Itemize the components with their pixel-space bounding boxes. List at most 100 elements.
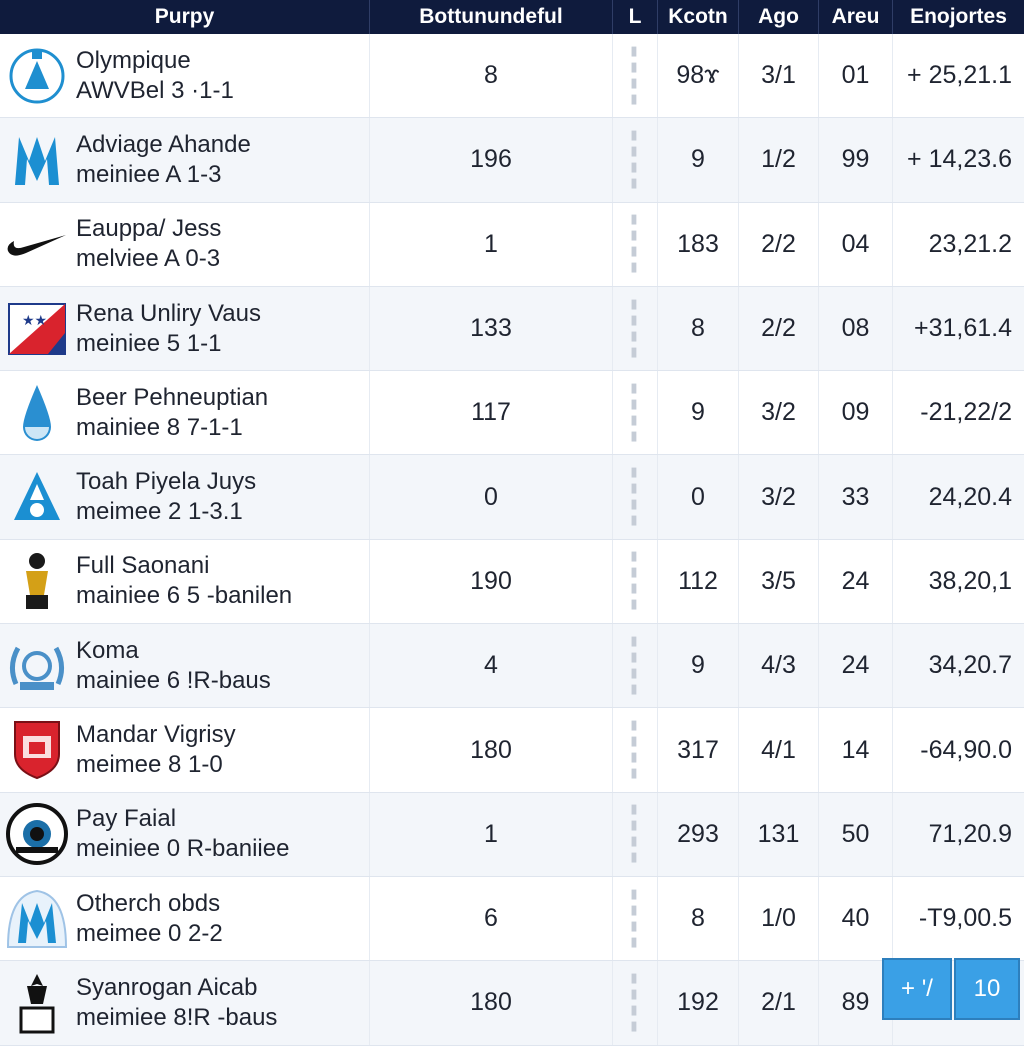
value-cell: 192 — [658, 961, 739, 1045]
team-name: Mandar Vigrisy — [76, 721, 236, 749]
column-header[interactable]: L — [613, 0, 658, 34]
column-header[interactable]: Areu — [819, 0, 893, 34]
value-cell: 2/1 — [739, 961, 819, 1045]
value-cell: 8 — [658, 286, 739, 371]
team-name: Syanrogan Aicab — [76, 973, 258, 1001]
table-row[interactable]: Adviage Ahande meiniee A 1-3 196 ▮▮▮▮ 9 … — [0, 118, 1024, 203]
team-subtitle: meimee 2 1-3.1 — [76, 498, 243, 526]
table-row[interactable]: Syanrogan Aicab meimiee 8!R -baus 180 ▮▮… — [0, 961, 1024, 1046]
decorative-cell: ▮▮▮▮ — [613, 792, 658, 876]
team-cell: Koma mainiee 6 !R-baus — [0, 624, 370, 708]
value-cell: 9 — [658, 371, 739, 455]
team-cell: Adviage Ahande meiniee A 1-3 — [0, 118, 370, 202]
value-cell: 33 — [819, 455, 893, 539]
value-cell: + 25,21.1 — [907, 61, 1012, 90]
column-header[interactable]: Ago — [739, 0, 819, 34]
trophy-badge-icon — [6, 972, 68, 1034]
value-cell: 6 — [370, 876, 613, 961]
value-cell: 3/2 — [739, 455, 819, 539]
team-cell: Toah Piyela Juys meimee 2 1-3.1 — [0, 455, 370, 539]
table-row[interactable]: Toah Piyela Juys meimee 2 1-3.1 0 ▮▮▮▮ 0… — [0, 455, 1024, 540]
column-header[interactable]: Purpy — [0, 0, 370, 34]
team-subtitle: mainiee 6 5 -banilen — [76, 582, 293, 610]
table-row[interactable]: Otherch obds meimee 0 2-2 6 ▮▮▮▮ 8 1/0 4… — [0, 876, 1024, 962]
team-subtitle: mainiee 6 !R-baus — [76, 666, 271, 694]
value-cell: +31,61.4 — [913, 314, 1012, 343]
crest-circle-blue-icon — [6, 45, 68, 107]
table-row[interactable]: ★★ Rena Unliry Vaus meiniee 5 1-1 133 ▮▮… — [0, 286, 1024, 372]
decorative-cell: ▮▮▮▮ — [613, 539, 658, 624]
value-cell: 14 — [819, 708, 893, 792]
value-cell: 34,20.7 — [928, 651, 1012, 680]
add-button[interactable]: + '/ — [882, 958, 952, 1020]
decorative-cell: ▮▮▮▮ — [613, 34, 658, 118]
value-cell: 1 — [370, 792, 613, 876]
team-name: Full Saonani — [76, 552, 210, 580]
value-cell: 9 — [658, 624, 739, 708]
swoosh-icon — [6, 213, 68, 275]
table-row[interactable]: Beer Pehneuptian mainiee 8 7-1-1 117 ▮▮▮… — [0, 371, 1024, 456]
team-cell: Olympique AWVBel 3 ·1-1 — [0, 34, 370, 118]
table-row[interactable]: Eauppa/ Jess melviee A 0-3 1 ▮▮▮▮ 183 2/… — [0, 202, 1024, 287]
laurel-crest-icon — [6, 635, 68, 697]
drop-icon — [6, 382, 68, 444]
decorative-cell: ▮▮▮▮ — [613, 286, 658, 371]
decorative-cell: ▮▮▮▮ — [613, 708, 658, 792]
value-cell: 98ɤ — [658, 34, 739, 118]
value-cell: 38,20,1 — [928, 566, 1012, 595]
team-name: Otherch obds — [76, 889, 221, 917]
decorative-cell: ▮▮▮▮ — [613, 624, 658, 708]
column-header[interactable]: Kcotn — [658, 0, 739, 34]
value-cell: -T9,00.5 — [918, 904, 1012, 933]
team-subtitle: meiniee 0 R-baniiee — [76, 835, 290, 863]
round-badge-icon — [6, 803, 68, 866]
value-cell: 8 — [658, 876, 739, 961]
team-cell: ★★ Rena Unliry Vaus meiniee 5 1-1 — [0, 286, 370, 371]
value-cell: 01 — [819, 34, 893, 118]
value-cell: 04 — [819, 202, 893, 286]
value-cell: 09 — [819, 371, 893, 455]
value-cell: 1/0 — [739, 876, 819, 961]
triangle-crest-icon — [6, 466, 68, 528]
column-header[interactable]: Bottunundeful — [370, 0, 613, 34]
decorative-cell: ▮▮▮▮ — [613, 118, 658, 202]
value-cell: 1 — [370, 202, 613, 286]
value-cell: 4/1 — [739, 708, 819, 792]
value-cell: 293 — [658, 792, 739, 876]
table-row[interactable]: Full Saonani mainiee 6 5 -banilen 190 ▮▮… — [0, 539, 1024, 625]
team-subtitle: meimee 8 1-0 — [76, 751, 223, 779]
team-subtitle: mainiee 8 7-1-1 — [76, 413, 243, 441]
team-name: Pay Faial — [76, 805, 177, 833]
team-subtitle: meimee 0 2-2 — [76, 919, 223, 947]
value-cell: 1/2 — [739, 118, 819, 202]
value-cell: 3/1 — [739, 34, 819, 118]
value-cell: 4 — [370, 624, 613, 708]
page-button[interactable]: 10 — [954, 958, 1020, 1020]
value-cell: 0 — [658, 455, 739, 539]
team-subtitle: AWVBel 3 ·1-1 — [76, 76, 234, 104]
decorative-cell: ▮▮▮▮ — [613, 455, 658, 539]
decorative-cell: ▮▮▮▮ — [613, 202, 658, 286]
table-row[interactable]: Pay Faial meiniee 0 R-baniiee 1 ▮▮▮▮ 293… — [0, 792, 1024, 877]
value-cell: 131 — [739, 792, 819, 876]
value-cell: 317 — [658, 708, 739, 792]
team-subtitle: meiniee A 1-3 — [76, 160, 222, 188]
value-cell: 180 — [370, 708, 613, 792]
value-cell: 180 — [370, 961, 613, 1045]
team-name: Rena Unliry Vaus — [76, 299, 261, 327]
table-row[interactable]: Mandar Vigrisy meimee 8 1-0 180 ▮▮▮▮ 317… — [0, 708, 1024, 793]
table-row[interactable]: Koma mainiee 6 !R-baus 4 ▮▮▮▮ 9 4/3 24 3… — [0, 624, 1024, 709]
red-shield-icon — [6, 719, 68, 781]
team-name: Eauppa/ Jess — [76, 215, 222, 243]
value-cell: 9 — [658, 118, 739, 202]
table-row[interactable]: Olympique AWVBel 3 ·1-1 8 ▮▮▮▮ 98ɤ 3/1 0… — [0, 34, 1024, 119]
value-cell: 117 — [370, 371, 613, 455]
team-name: Olympique — [76, 46, 191, 74]
gold-figure-icon — [6, 550, 68, 612]
value-cell: 0 — [370, 455, 613, 539]
value-cell: 2/2 — [739, 286, 819, 371]
table-body: Olympique AWVBel 3 ·1-1 8 ▮▮▮▮ 98ɤ 3/1 0… — [0, 34, 1024, 1046]
team-cell: Full Saonani mainiee 6 5 -banilen — [0, 539, 370, 624]
column-header[interactable]: Enojortes — [910, 5, 1007, 28]
crest-blue-m-icon — [6, 888, 68, 950]
